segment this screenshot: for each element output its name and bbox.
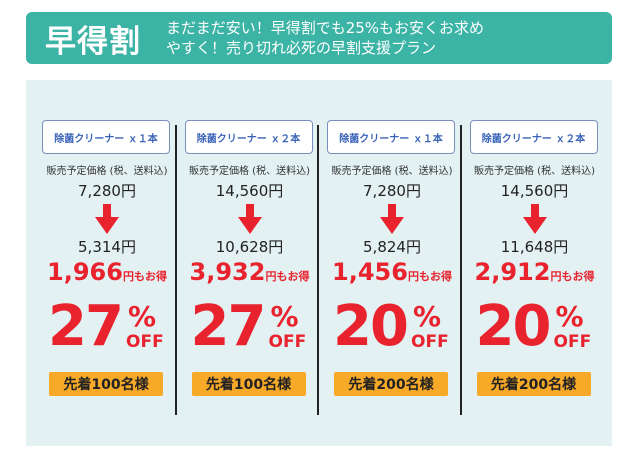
savings-line: 1,966円もお得 — [36, 258, 178, 286]
savings-amount: 2,912 — [474, 258, 551, 286]
discount-display: 27 % OFF — [48, 294, 172, 362]
savings-suffix: 円もお得 — [122, 270, 167, 283]
original-price: 14,560円 — [215, 182, 284, 200]
price-caption: 販売予定価格 (税、送料込) — [46, 166, 168, 177]
plan-card-3[interactable]: 除菌クリーナー ｘ１本 販売予定価格 (税、送料込) 7,280円 5,824円… — [321, 120, 464, 438]
banner-title: 早得割 — [45, 23, 141, 60]
plan-card-4[interactable]: 除菌クリーナー ｘ２本 販売予定価格 (税、送料込) 14,560円 11,64… — [464, 120, 607, 438]
down-arrow-icon — [237, 204, 262, 234]
discount-display: 20 % OFF — [333, 294, 457, 362]
product-box: 除菌クリーナー ｘ２本 — [184, 120, 313, 154]
banner-line-2: やすく！売り切れ必死の早割支援プラン — [166, 39, 437, 57]
savings-suffix: 円もお得 — [550, 270, 595, 283]
limited-badge: 先着100名様 — [49, 372, 163, 396]
product-box: 除菌クリーナー ｘ１本 — [327, 120, 455, 154]
savings-suffix: 円もお得 — [407, 270, 452, 283]
savings-line: 2,912円もお得 — [464, 258, 606, 286]
product-name: 除菌クリーナー ｘ１本 — [339, 133, 443, 145]
limited-badge: 先着100名様 — [191, 372, 306, 396]
percent-sign: % — [413, 300, 442, 333]
limited-badge: 先着200名様 — [476, 372, 591, 396]
percent-sign: % — [270, 300, 299, 333]
original-price: 14,560円 — [500, 182, 569, 200]
sale-price: 10,628円 — [215, 238, 284, 256]
product-name: 除菌クリーナー ｘ２本 — [196, 133, 301, 145]
plan-columns: 除菌クリーナー ｘ１本 販売予定価格 (税、送料込) 7,280円 5,314円… — [36, 120, 606, 438]
down-arrow-icon — [380, 204, 404, 234]
sale-price: 5,824円 — [363, 238, 421, 256]
savings-suffix: 円もお得 — [265, 270, 310, 283]
discount-display: 20 % OFF — [476, 294, 600, 362]
original-price: 7,280円 — [78, 182, 136, 200]
banner-description: まだまだ安い！早得割でも25%もお安くお求め やすく！売り切れ必死の早割支援プラ… — [160, 18, 484, 58]
savings-amount: 1,456 — [332, 258, 408, 286]
product-name: 除菌クリーナー ｘ１本 — [54, 133, 158, 145]
discount-display: 27 % OFF — [191, 294, 315, 362]
discount-percent: 27 — [48, 294, 124, 359]
product-box: 除菌クリーナー ｘ１本 — [42, 120, 170, 154]
price-caption: 販売予定価格 (税、送料込) — [331, 166, 453, 177]
off-label: OFF — [268, 332, 307, 352]
product-name: 除菌クリーナー ｘ２本 — [481, 133, 586, 145]
off-label: OFF — [553, 332, 592, 352]
price-caption: 販売予定価格 (税、送料込) — [189, 166, 310, 177]
limited-badge: 先着200名様 — [334, 372, 448, 396]
original-price: 7,280円 — [363, 182, 421, 200]
plans-panel: 除菌クリーナー ｘ１本 販売予定価格 (税、送料込) 7,280円 5,314円… — [26, 80, 612, 446]
discount-percent: 27 — [190, 294, 267, 359]
down-arrow-icon — [522, 204, 547, 234]
plan-card-2[interactable]: 除菌クリーナー ｘ２本 販売予定価格 (税、送料込) 14,560円 10,62… — [179, 120, 322, 438]
down-arrow-icon — [95, 204, 119, 234]
savings-amount: 1,966 — [47, 258, 123, 286]
product-box: 除菌クリーナー ｘ２本 — [469, 120, 598, 154]
price-caption: 販売予定価格 (税、送料込) — [474, 166, 595, 177]
banner-line-1: まだまだ安い！早得割でも25%もお安くお求め — [166, 19, 485, 37]
savings-line: 1,456円もお得 — [321, 258, 463, 286]
plan-card-1[interactable]: 除菌クリーナー ｘ１本 販売予定価格 (税、送料込) 7,280円 5,314円… — [36, 120, 179, 438]
sale-price: 11,648円 — [500, 238, 569, 256]
header-banner: 早得割 まだまだ安い！早得割でも25%もお安くお求め やすく！売り切れ必死の早割… — [26, 12, 612, 64]
sale-price: 5,314円 — [78, 238, 136, 256]
discount-percent: 20 — [333, 294, 409, 359]
discount-percent: 20 — [475, 294, 552, 359]
off-label: OFF — [411, 332, 449, 352]
off-label: OFF — [126, 332, 164, 352]
savings-line: 3,932円もお得 — [179, 258, 321, 286]
percent-sign: % — [128, 300, 157, 333]
percent-sign: % — [555, 300, 584, 333]
savings-amount: 3,932 — [189, 258, 266, 286]
